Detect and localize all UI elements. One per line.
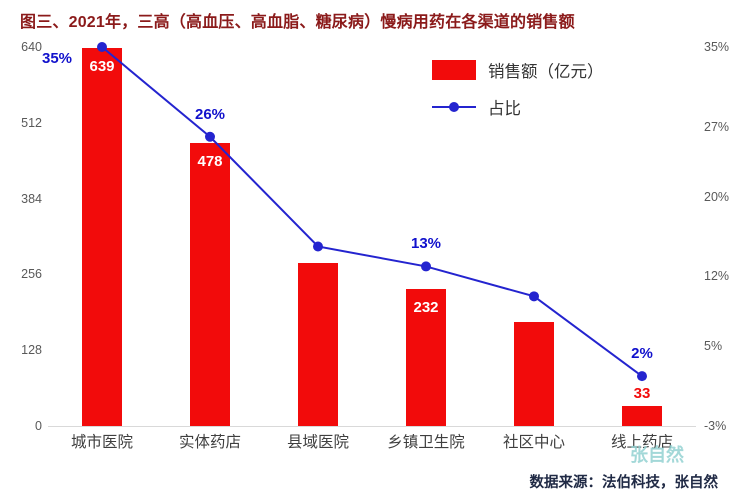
data-source: 数据来源：法伯科技，张自然 — [529, 475, 719, 491]
right-axis-tick: 5% — [704, 339, 723, 354]
x-axis-label: 县域医院 — [286, 434, 349, 451]
legend: 销售额（亿元） 占比 — [432, 58, 604, 119]
bar-series-swatch — [432, 60, 476, 80]
sales-bar — [298, 263, 338, 426]
x-axis-label: 社区中心 — [502, 434, 565, 451]
share-value-label: 2% — [631, 345, 653, 363]
left-axis-tick: 256 — [21, 267, 42, 282]
right-axis-tick: 20% — [704, 189, 730, 204]
share-value-label: 13% — [410, 235, 442, 253]
x-axis-label: 乡镇卫生院 — [387, 434, 465, 451]
line-marker-icon — [313, 241, 323, 252]
bar-value-label: 478 — [197, 152, 223, 170]
bar-value-label: 33 — [633, 385, 651, 403]
line-marker-icon — [205, 131, 215, 142]
line-series-swatch — [432, 97, 476, 117]
share-value-label: 26% — [194, 105, 226, 123]
left-axis-tick: 512 — [21, 115, 42, 130]
left-axis-tick: 640 — [21, 40, 42, 54]
line-marker-icon — [637, 371, 647, 382]
bar-value-label: 232 — [413, 298, 439, 316]
sales-bar — [622, 406, 662, 426]
bar-value-label: 639 — [89, 57, 115, 75]
right-axis-tick: 35% — [704, 40, 730, 54]
x-axis-label: 城市医院 — [70, 434, 133, 451]
sales-bar — [514, 322, 554, 426]
right-axis-tick: 27% — [704, 119, 730, 134]
right-axis-tick: 12% — [704, 269, 730, 284]
line-swatch-marker-icon — [449, 102, 459, 112]
legend-label-sales: 销售额（亿元） — [488, 63, 604, 81]
x-axis-line — [48, 426, 696, 427]
line-marker-icon — [529, 291, 539, 302]
line-marker-icon — [421, 261, 431, 272]
legend-item-share: 占比 — [432, 95, 604, 119]
left-axis-tick: 0 — [35, 419, 42, 433]
sales-bar — [82, 47, 122, 426]
legend-label-share: 占比 — [488, 100, 521, 118]
left-axis-tick: 128 — [21, 343, 42, 358]
right-axis-tick: -3% — [704, 419, 727, 433]
sales-bar — [190, 142, 230, 426]
left-axis-tick: 384 — [21, 191, 42, 206]
chart-title: 图三、2021年，三高（高血压、高血脂、糖尿病）慢病用药在各渠道的销售额 — [20, 14, 575, 31]
x-axis-label: 实体药店 — [178, 434, 241, 451]
x-axis-label: 线上药店 — [610, 434, 673, 451]
share-value-label: 35% — [41, 50, 73, 67]
legend-item-sales: 销售额（亿元） — [432, 58, 604, 82]
watermark: 张自然 — [630, 445, 684, 465]
